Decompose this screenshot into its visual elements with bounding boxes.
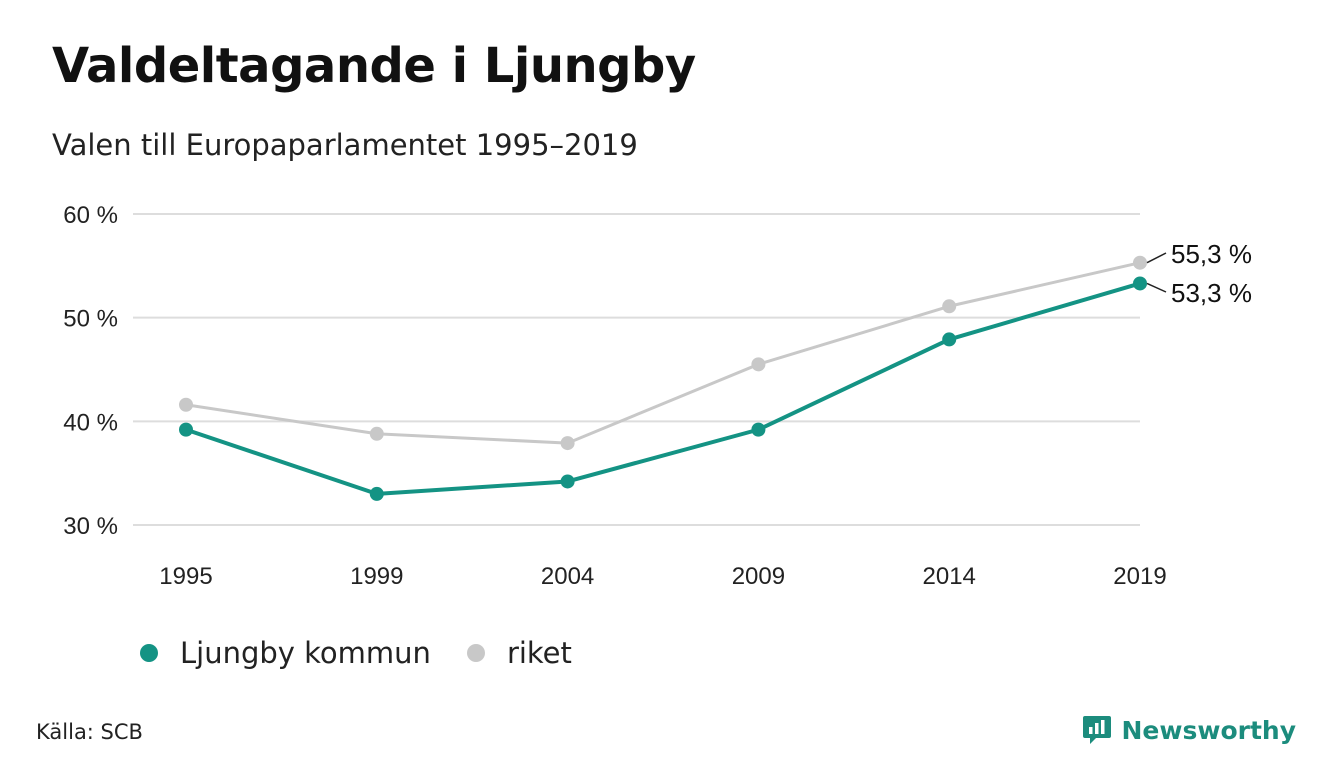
end-label-leader bbox=[1146, 252, 1167, 264]
x-tick-label: 1999 bbox=[350, 563, 403, 590]
grid-lines bbox=[133, 213, 1140, 526]
data-point-ljungby bbox=[179, 422, 193, 437]
data-point-riket bbox=[942, 299, 957, 314]
end-label-leader bbox=[1146, 282, 1167, 293]
end-label-ljungby: 53,3 % bbox=[1171, 278, 1252, 308]
x-tick-label: 2004 bbox=[541, 563, 594, 590]
end-label-riket: 55,3 % bbox=[1171, 239, 1252, 269]
y-tick-label: 50 % bbox=[63, 306, 118, 333]
source-note: Källa: SCB bbox=[36, 720, 143, 744]
data-point-ljungby bbox=[369, 486, 384, 501]
data-point-riket bbox=[560, 436, 575, 451]
legend-item-ljungby: Ljungby kommun bbox=[140, 636, 431, 670]
brand-logo: Newsworthy bbox=[1082, 714, 1297, 746]
chart-title: Valdeltagande i Ljungby bbox=[52, 38, 696, 94]
series-lines bbox=[179, 255, 1147, 501]
legend: Ljungby kommun riket bbox=[140, 636, 572, 670]
legend-dot-ljungby bbox=[140, 644, 158, 662]
data-point-ljungby bbox=[560, 474, 575, 489]
x-tick-label: 1995 bbox=[159, 563, 212, 590]
chart-subtitle: Valen till Europaparlamentet 1995–2019 bbox=[52, 128, 638, 162]
data-point-riket bbox=[369, 426, 384, 441]
y-axis-ticks: 30 % 40 % 50 % 60 % bbox=[63, 202, 118, 540]
x-tick-label: 2019 bbox=[1113, 563, 1166, 590]
x-axis-ticks: 1995 1999 2004 2009 2014 2019 bbox=[159, 563, 1166, 590]
y-tick-label: 40 % bbox=[63, 409, 118, 436]
y-tick-label: 60 % bbox=[63, 202, 118, 229]
newsworthy-logo-icon bbox=[1082, 716, 1111, 744]
legend-item-riket: riket bbox=[466, 636, 572, 670]
data-point-ljungby bbox=[942, 332, 957, 347]
data-point-ljungby bbox=[751, 422, 766, 437]
legend-label-riket: riket bbox=[506, 636, 572, 670]
x-tick-label: 2014 bbox=[923, 563, 976, 590]
series-line-riket bbox=[185, 261, 1141, 445]
line-chart: 30 % 40 % 50 % 60 % 1995 1999 2004 2009 2014 201… bbox=[63, 202, 1252, 590]
data-point-ljungby bbox=[1133, 276, 1147, 291]
data-point-riket bbox=[1133, 255, 1147, 270]
data-point-riket bbox=[179, 397, 193, 412]
series-line-ljungby bbox=[185, 281, 1141, 496]
brand-name: Newsworthy bbox=[1121, 715, 1297, 745]
legend-label-ljungby: Ljungby kommun bbox=[180, 636, 431, 670]
end-labels: 55,3 % 53,3 % bbox=[1146, 239, 1252, 308]
data-point-riket bbox=[751, 357, 766, 372]
y-tick-label: 30 % bbox=[63, 513, 118, 540]
x-tick-label: 2009 bbox=[732, 563, 785, 590]
legend-dot-riket bbox=[466, 644, 485, 662]
